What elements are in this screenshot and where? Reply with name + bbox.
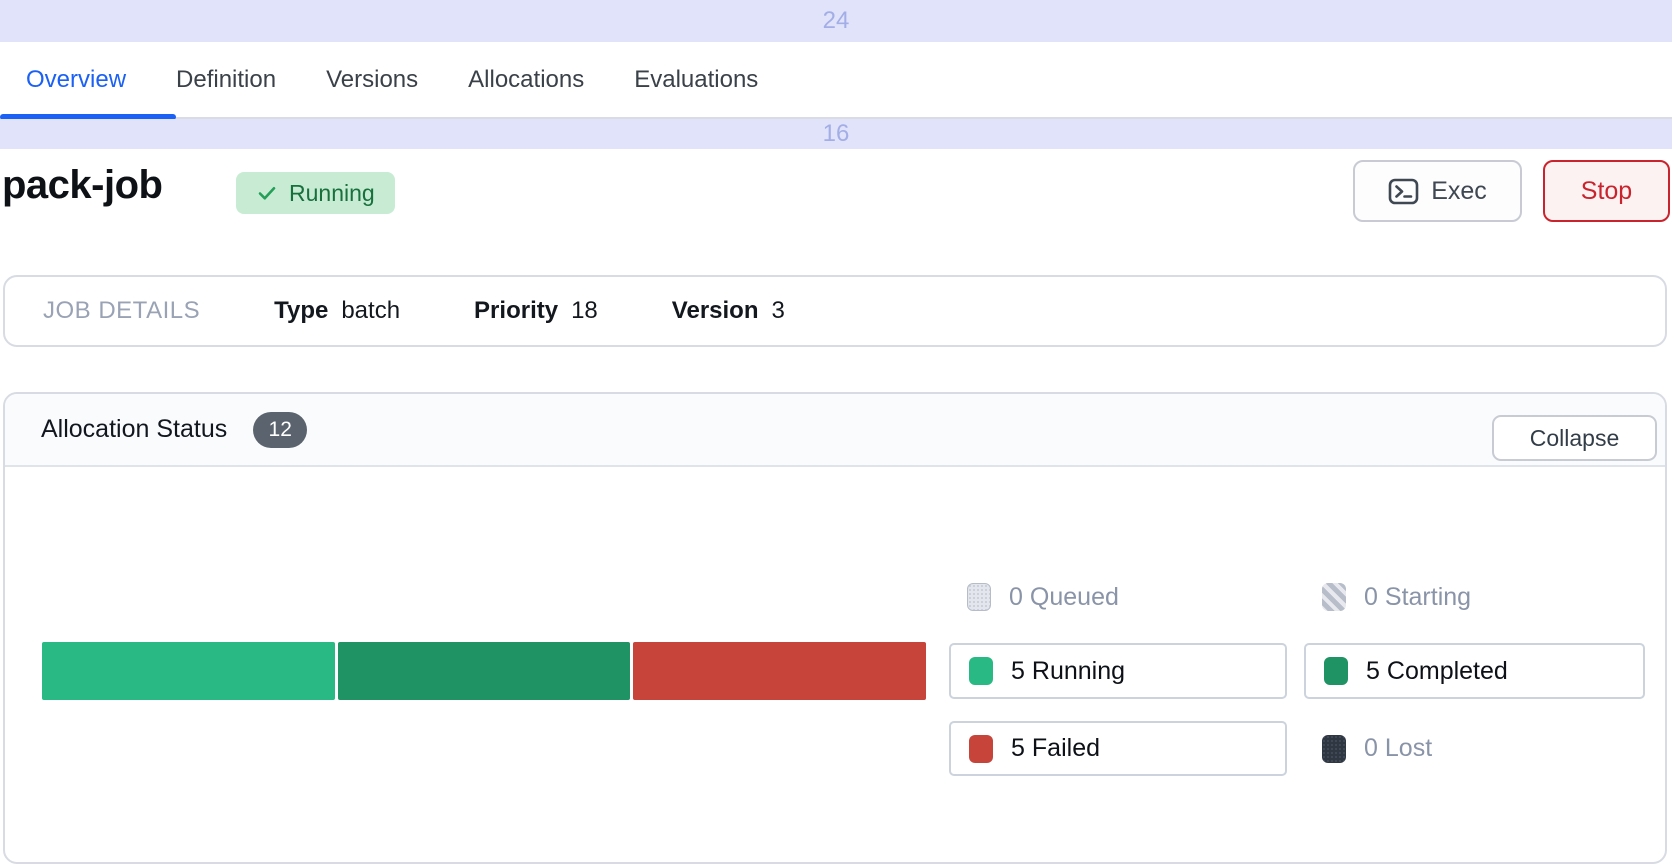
legend-lost-count: 0 [1364,734,1378,762]
bar-segment-failed[interactable] [633,642,927,700]
field-type-label: Type [274,297,329,324]
legend-running-count: 5 [1011,656,1025,685]
allocation-status-header: Allocation Status 12 Collapse [5,394,1665,467]
exec-button-label: Exec [1431,176,1487,205]
status-badge-label: Running [289,179,375,206]
running-swatch-icon [969,657,993,685]
spacing-value-top: 24 [822,7,850,34]
status-badge: Running [236,172,395,214]
allocation-status-title: Allocation Status [41,415,228,443]
legend-item-failed[interactable]: 5 Failed [949,721,1287,776]
stop-button-label: Stop [1580,176,1633,205]
stop-button[interactable]: Stop [1543,160,1670,222]
allocation-count-badge: 12 [253,411,308,448]
queued-swatch-icon [967,583,991,611]
legend-item-completed[interactable]: 5 Completed [1304,643,1645,699]
bar-segment-completed[interactable] [337,642,631,700]
legend-item-lost: 0 Lost [1304,721,1645,776]
page-title: pack-job [2,163,163,207]
field-type-value: batch [341,297,401,324]
starting-swatch-icon [1322,583,1346,611]
field-priority-value: 18 [571,297,598,324]
failed-swatch-icon [969,734,993,763]
tab-overview[interactable]: Overview [26,65,127,93]
field-version: Version 3 [672,297,785,325]
lost-swatch-icon [1322,734,1346,763]
bar-segment-running[interactable] [42,642,335,700]
allocation-bar-chart [42,642,927,700]
legend-completed-count: 5 [1366,656,1380,685]
legend-starting-label: Starting [1384,582,1472,611]
job-details-section-label: JOB DETAILS [43,297,201,324]
exec-button[interactable]: Exec [1353,160,1522,222]
allocation-status-panel: Allocation Status 12 Collapse 0 Queued 0… [3,392,1667,864]
field-priority-label: Priority [474,297,559,324]
legend-queued-count: 0 [1009,582,1023,611]
active-tab-underline [0,114,176,120]
tab-bar: Overview Definition Versions Allocations… [0,42,1672,120]
job-details-card: JOB DETAILS Type batch Priority 18 Versi… [3,275,1667,347]
legend-running-label: Running [1031,656,1126,685]
spacing-value-middle: 16 [822,120,850,147]
tab-allocations[interactable]: Allocations [468,65,585,93]
field-priority: Priority 18 [474,297,598,325]
spacing-indicator-top: 24 [0,0,1672,42]
terminal-icon [1388,178,1419,204]
legend-lost-label: Lost [1384,734,1433,762]
legend-item-queued: 0 Queued [949,580,1287,614]
legend-failed-count: 5 [1011,734,1025,762]
legend-completed-label: Completed [1386,656,1508,685]
legend-starting-count: 0 [1364,582,1378,611]
field-version-label: Version [671,297,759,324]
tab-versions[interactable]: Versions [326,65,419,93]
field-type: Type batch [274,297,400,325]
collapse-button[interactable]: Collapse [1492,415,1657,461]
legend-item-starting: 0 Starting [1304,580,1645,614]
legend-item-running[interactable]: 5 Running [949,643,1287,699]
legend-failed-label: Failed [1031,734,1100,762]
tab-definition[interactable]: Definition [176,65,277,93]
check-icon [258,187,276,200]
tab-evaluations[interactable]: Evaluations [634,65,759,93]
spacing-indicator-middle: 16 [0,119,1672,149]
completed-swatch-icon [1324,657,1348,685]
legend-queued-label: Queued [1029,582,1119,611]
field-version-value: 3 [771,297,785,324]
